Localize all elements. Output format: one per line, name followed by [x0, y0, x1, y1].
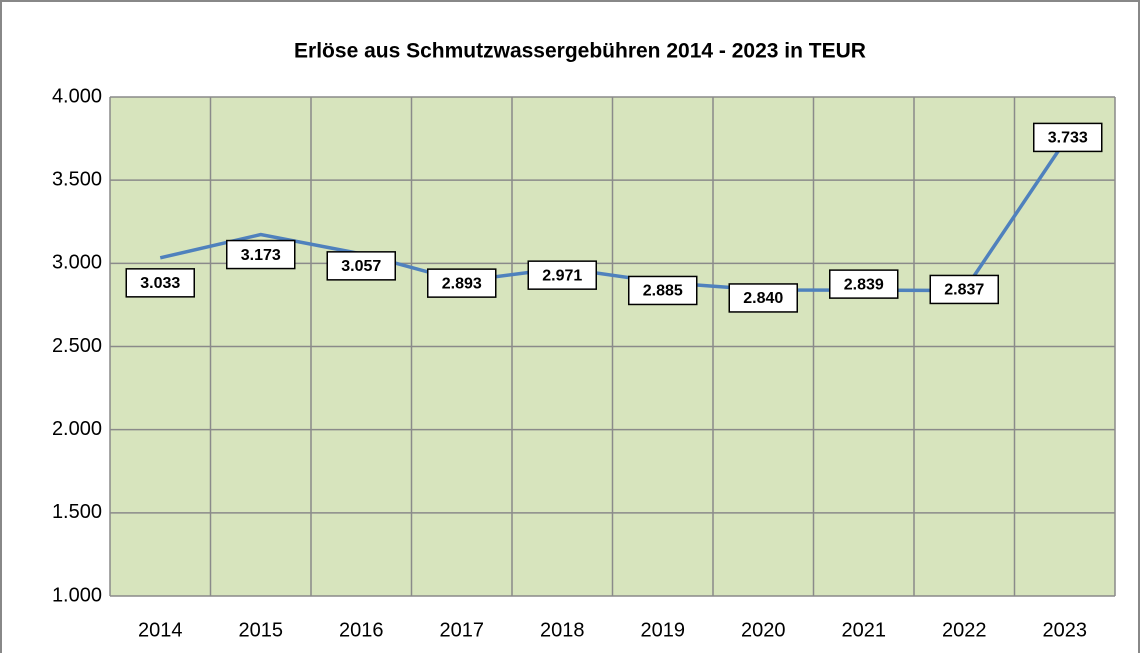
x-tick-label: 2020: [741, 619, 786, 641]
data-label: 2.840: [743, 290, 783, 307]
x-tick-label: 2023: [1043, 619, 1088, 641]
data-label-box: [326, 251, 396, 281]
data-label-box: [125, 268, 195, 298]
x-tick-label: 2021: [842, 619, 887, 641]
data-label: 3.173: [241, 247, 281, 264]
y-tick-label: 2.500: [52, 335, 102, 357]
x-tick-label: 2016: [339, 619, 384, 641]
y-tick-label: 3.500: [52, 168, 102, 190]
x-tick-label: 2017: [440, 619, 485, 641]
data-label-box: [427, 268, 497, 298]
data-label-box: [829, 269, 899, 299]
x-tick-label: 2014: [138, 619, 183, 641]
y-tick-label: 1.500: [52, 501, 102, 523]
data-label-box: [628, 275, 698, 306]
y-tick-label: 4.000: [52, 85, 102, 107]
data-label: 3.033: [140, 275, 180, 292]
x-tick-label: 2022: [942, 619, 987, 641]
data-label: 3.057: [341, 258, 381, 275]
data-label: 2.971: [542, 267, 582, 284]
data-label: 2.893: [442, 275, 482, 292]
y-tick-label: 3.000: [52, 252, 102, 274]
chart-title: Erlöse aus Schmutzwassergebühren 2014 - …: [294, 40, 866, 63]
y-tick-label: 2.000: [52, 418, 102, 440]
data-line: [159, 140, 1067, 293]
data-label: 3.733: [1048, 130, 1088, 147]
data-label-box: [728, 283, 798, 313]
x-tick-label: 2019: [641, 619, 686, 641]
x-tick-label: 2018: [540, 619, 585, 641]
y-tick-label: 1.000: [52, 584, 102, 606]
data-label-box: [1033, 122, 1103, 153]
data-label-box: [226, 239, 296, 270]
data-label: 2.885: [643, 283, 683, 300]
data-label-box: [527, 260, 597, 290]
data-label-box: [929, 274, 999, 305]
data-label: 2.837: [944, 282, 984, 299]
data-label: 2.839: [844, 276, 884, 293]
x-tick-label: 2015: [239, 619, 284, 641]
